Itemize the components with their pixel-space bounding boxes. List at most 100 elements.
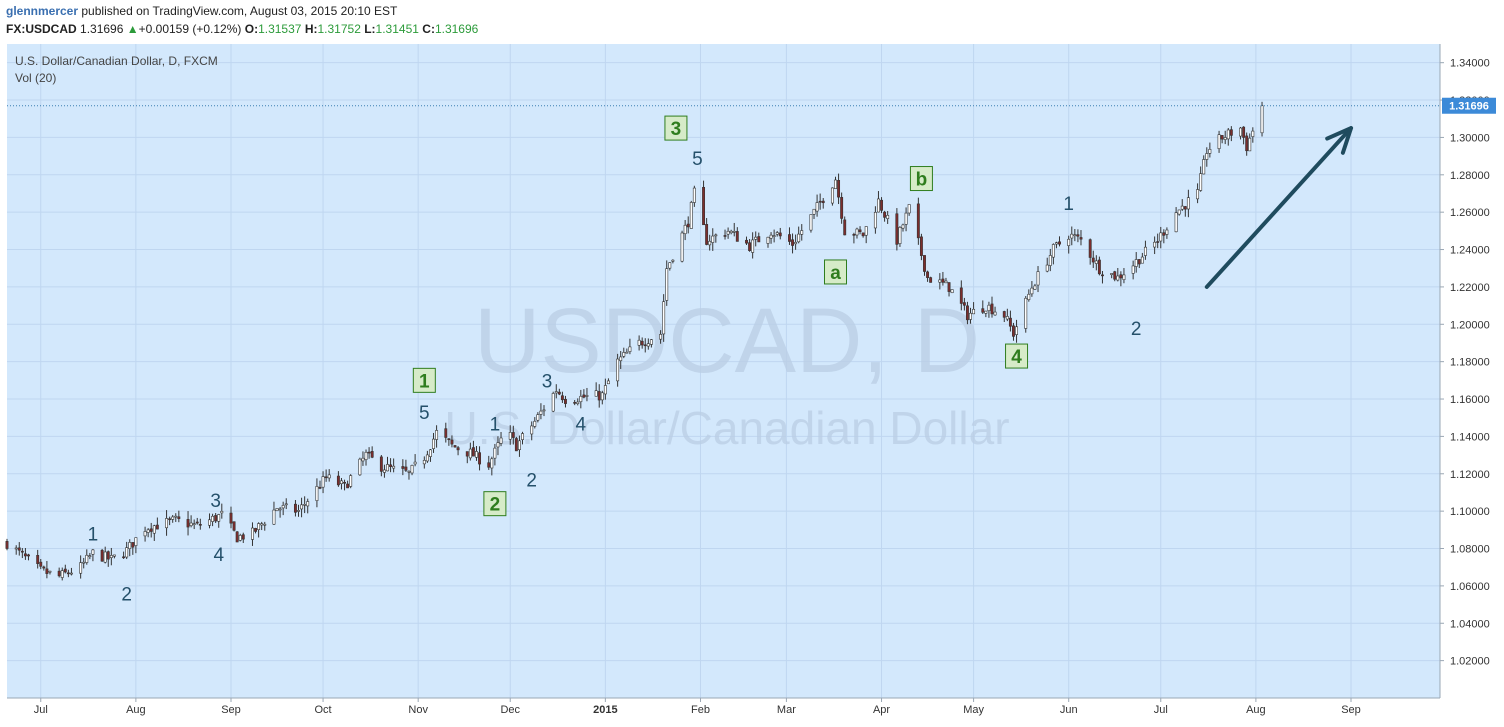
- grid-lines: [7, 44, 1440, 698]
- candle: [981, 300, 985, 315]
- candle: [1153, 236, 1157, 255]
- candle: [800, 224, 804, 241]
- candle: [726, 227, 730, 239]
- candle: [367, 447, 371, 459]
- candle: [646, 338, 650, 350]
- candle: [1159, 226, 1163, 249]
- candle: [425, 450, 429, 463]
- candle: [1067, 235, 1071, 254]
- candle: [229, 506, 233, 529]
- candle: [63, 564, 67, 574]
- candle: [189, 515, 193, 528]
- wave-label-minor: 4: [576, 414, 587, 435]
- candle: [1251, 127, 1255, 143]
- candle: [238, 533, 242, 542]
- candle: [1088, 238, 1092, 265]
- candle: [1024, 296, 1028, 333]
- candle: [5, 538, 9, 551]
- price-tick-label: 1.34000: [1450, 58, 1490, 70]
- candle: [732, 222, 736, 237]
- time-axis[interactable]: [0, 698, 1440, 727]
- candle: [14, 545, 18, 555]
- candle: [794, 234, 798, 250]
- candle: [778, 227, 782, 240]
- candle: [1245, 132, 1249, 156]
- time-tick-label: Jun: [1060, 704, 1078, 716]
- candle: [1183, 205, 1187, 217]
- candle: [422, 456, 426, 469]
- candle: [886, 210, 890, 224]
- candle: [103, 546, 107, 564]
- candle: [465, 451, 469, 464]
- candle: [830, 187, 834, 206]
- time-tick-label: 2015: [593, 704, 617, 716]
- candle: [551, 391, 555, 413]
- author-link[interactable]: glennmercer: [6, 4, 79, 18]
- candle: [812, 208, 816, 219]
- candle: [1140, 252, 1144, 264]
- candle: [1248, 133, 1252, 152]
- candle: [533, 417, 537, 429]
- plot-area[interactable]: [7, 44, 1440, 698]
- candle: [683, 220, 687, 241]
- candle: [1054, 241, 1058, 249]
- candle: [1051, 243, 1055, 265]
- time-tick-label: Aug: [1246, 704, 1266, 716]
- candle: [39, 558, 43, 570]
- price-tick-label: 1.14000: [1450, 431, 1490, 443]
- candle: [1110, 273, 1114, 279]
- candle: [303, 496, 307, 514]
- candle: [1030, 281, 1034, 297]
- close-label: C:: [422, 22, 435, 36]
- candle: [404, 459, 408, 472]
- candle: [754, 231, 758, 247]
- candle: [453, 444, 457, 448]
- candle: [606, 378, 610, 385]
- candle: [1174, 207, 1178, 233]
- candle: [1260, 101, 1264, 137]
- candle: [554, 384, 558, 399]
- candle: [689, 200, 693, 229]
- candle: [517, 435, 521, 457]
- time-tick-label: Apr: [873, 704, 890, 716]
- candle: [585, 387, 589, 402]
- candle: [686, 216, 690, 234]
- price-axis[interactable]: [1440, 44, 1504, 698]
- candle: [1101, 270, 1104, 284]
- price-tick-label: 1.22000: [1450, 282, 1490, 294]
- candle: [192, 519, 196, 530]
- candle: [165, 510, 169, 536]
- price-tick-label: 1.28000: [1450, 170, 1490, 182]
- candle: [668, 262, 672, 271]
- candle: [564, 395, 567, 408]
- candle: [582, 389, 586, 399]
- last-price: 1.31696: [80, 22, 124, 36]
- svg-text:a: a: [830, 263, 841, 284]
- candle: [340, 477, 343, 490]
- candle: [174, 513, 178, 522]
- candle: [251, 522, 254, 546]
- wave-label-minor: 2: [121, 584, 132, 605]
- candle: [735, 227, 739, 242]
- candle: [1205, 147, 1209, 167]
- candle: [444, 422, 448, 443]
- candle: [134, 537, 138, 554]
- close-value: 1.31696: [434, 22, 479, 36]
- candle: [511, 425, 515, 445]
- candle: [257, 522, 261, 538]
- candle: [1137, 259, 1141, 269]
- candle: [1177, 209, 1181, 216]
- time-tick-label: Jul: [34, 704, 48, 716]
- candle: [23, 548, 27, 560]
- candle: [714, 233, 718, 243]
- candle: [576, 398, 580, 406]
- candle: [1033, 283, 1037, 290]
- candle: [837, 173, 841, 205]
- wave-label-major: 2: [483, 491, 507, 517]
- wave-label-minor: 5: [419, 403, 430, 424]
- candle: [1196, 183, 1200, 204]
- candle: [171, 514, 175, 523]
- open-value: 1.31537: [258, 22, 302, 36]
- candle: [521, 431, 524, 445]
